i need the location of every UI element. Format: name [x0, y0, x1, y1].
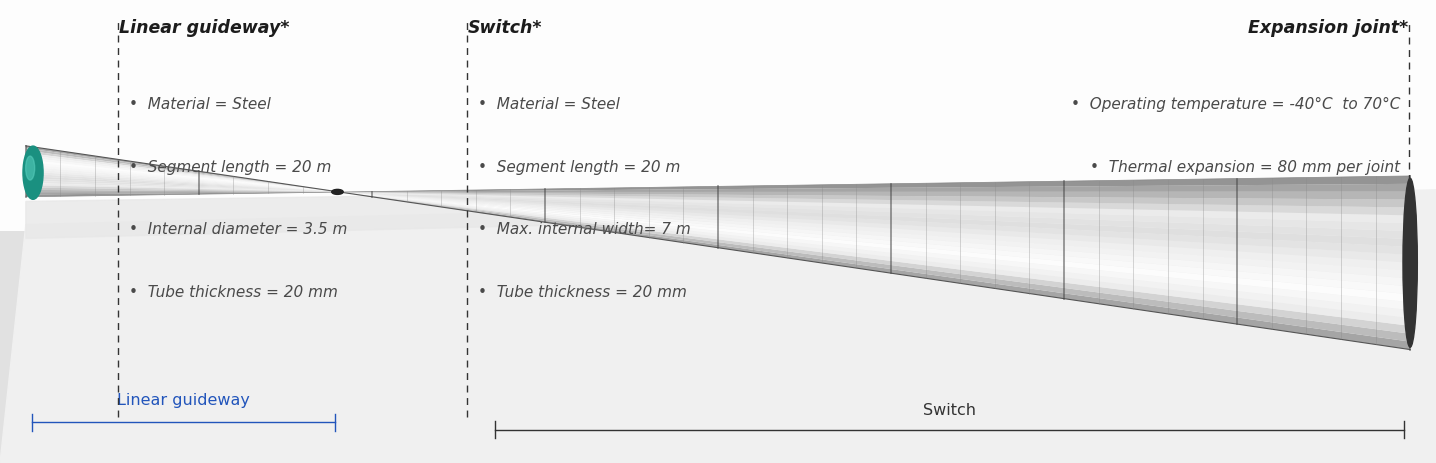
Polygon shape	[0, 190, 1436, 463]
Polygon shape	[26, 183, 1410, 223]
Polygon shape	[26, 178, 1410, 239]
Polygon shape	[26, 176, 1410, 247]
Polygon shape	[26, 150, 1410, 334]
Polygon shape	[26, 167, 1410, 279]
Text: •  Thermal expansion = 80 mm per joint: • Thermal expansion = 80 mm per joint	[1090, 160, 1400, 175]
Polygon shape	[26, 171, 1410, 263]
Polygon shape	[26, 190, 1410, 200]
Text: •  Material = Steel: • Material = Steel	[478, 97, 620, 112]
Text: Switch: Switch	[923, 403, 976, 418]
Polygon shape	[26, 162, 1410, 294]
Ellipse shape	[26, 156, 34, 180]
Text: Expansion joint*: Expansion joint*	[1248, 19, 1409, 37]
Ellipse shape	[23, 146, 43, 199]
Text: •  Max. internal width= 7 m: • Max. internal width= 7 m	[478, 222, 691, 237]
Text: •  Material = Steel: • Material = Steel	[129, 97, 271, 112]
Polygon shape	[26, 155, 1410, 318]
Polygon shape	[26, 184, 1410, 194]
Polygon shape	[26, 157, 1410, 310]
Text: •  Segment length = 20 m: • Segment length = 20 m	[129, 160, 332, 175]
Text: •  Internal diameter = 3.5 m: • Internal diameter = 3.5 m	[129, 222, 348, 237]
Polygon shape	[26, 176, 1410, 197]
Ellipse shape	[1403, 178, 1417, 347]
Text: •  Tube thickness = 20 mm: • Tube thickness = 20 mm	[478, 285, 686, 300]
Polygon shape	[26, 174, 1410, 255]
Polygon shape	[26, 164, 1410, 287]
Polygon shape	[26, 181, 1410, 238]
Polygon shape	[26, 160, 1410, 302]
Text: •  Tube thickness = 20 mm: • Tube thickness = 20 mm	[129, 285, 337, 300]
Text: •  Segment length = 20 m: • Segment length = 20 m	[478, 160, 681, 175]
Polygon shape	[26, 188, 1410, 207]
Text: •  Operating temperature = -40°C  to 70°C: • Operating temperature = -40°C to 70°C	[1071, 97, 1400, 112]
Polygon shape	[26, 146, 1410, 350]
Polygon shape	[26, 153, 1410, 326]
Text: Linear guideway: Linear guideway	[116, 394, 250, 408]
Polygon shape	[26, 148, 1410, 342]
Ellipse shape	[332, 189, 343, 194]
Polygon shape	[26, 185, 1410, 215]
Polygon shape	[26, 169, 1410, 271]
Polygon shape	[26, 181, 1410, 231]
Text: Linear guideway*: Linear guideway*	[119, 19, 290, 37]
Text: Switch*: Switch*	[468, 19, 543, 37]
